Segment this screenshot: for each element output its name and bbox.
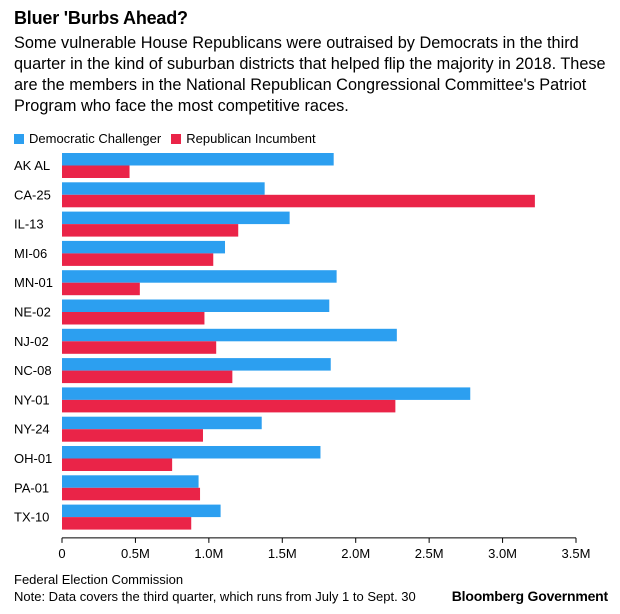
bar-democratic-ak-al — [62, 153, 334, 166]
bar-republican-il-13 — [62, 224, 239, 237]
x-tick-label: 1.0M — [194, 546, 223, 561]
bar-republican-mi-06 — [62, 253, 214, 266]
legend-item-democratic: Democratic Challenger — [14, 131, 161, 146]
category-label: CA-25 — [14, 187, 51, 202]
bar-democratic-oh-01 — [62, 446, 321, 459]
category-label: MN-01 — [14, 275, 53, 290]
x-tick-label: 0 — [58, 546, 65, 561]
bar-democratic-ca-25 — [62, 182, 265, 195]
bar-republican-pa-01 — [62, 487, 201, 501]
note-text: Note: Data covers the third quarter, whi… — [14, 589, 416, 604]
category-label: NC-08 — [14, 363, 52, 378]
bar-republican-oh-01 — [62, 458, 173, 471]
bar-democratic-pa-01 — [62, 475, 199, 488]
category-label: NE-02 — [14, 305, 51, 320]
category-label: OH-01 — [14, 451, 52, 466]
legend: Democratic Challenger Republican Incumbe… — [14, 131, 326, 146]
source-block: Federal Election Commission Note: Data c… — [14, 571, 416, 605]
bar-democratic-mi-06 — [62, 240, 226, 254]
legend-item-republican: Republican Incumbent — [171, 131, 316, 146]
category-label: NJ-02 — [14, 334, 49, 349]
category-label: MI-06 — [14, 246, 47, 261]
bar-democratic-nc-08 — [62, 358, 331, 371]
bar-democratic-tx-10 — [62, 504, 221, 518]
legend-swatch-republican — [171, 133, 182, 144]
x-tick-label: 0.5M — [121, 546, 150, 561]
x-tick-label: 2.5M — [415, 546, 444, 561]
x-tick-label: 3.5M — [562, 546, 591, 561]
category-label: AK AL — [14, 158, 50, 173]
legend-label-democratic: Democratic Challenger — [29, 131, 162, 146]
source-text: Federal Election Commission — [14, 572, 184, 587]
chart-title: Bluer 'Burbs Ahead? — [14, 8, 188, 28]
bar-republican-ny-24 — [62, 429, 203, 442]
chart-subtitle: Some vulnerable House Republicans were o… — [14, 34, 606, 115]
bar-democratic-nj-02 — [62, 328, 397, 342]
brand-logo-text: Bloomberg Government — [451, 588, 608, 604]
bar-republican-tx-10 — [62, 517, 192, 530]
bar-republican-ca-25 — [62, 194, 535, 208]
x-tick-label: 2.0M — [341, 546, 370, 561]
legend-swatch-democratic — [14, 133, 24, 144]
bar-republican-ny-01 — [62, 399, 396, 413]
x-tick-label: 3.0M — [488, 546, 517, 561]
bar-democratic-il-13 — [62, 211, 290, 225]
category-label: IL-13 — [14, 217, 44, 232]
bar-democratic-mn-01 — [62, 270, 337, 283]
bar-democratic-ny-24 — [62, 416, 262, 430]
category-label: TX-10 — [14, 510, 49, 525]
bar-democratic-ny-01 — [62, 387, 471, 400]
bar-democratic-ne-02 — [62, 299, 330, 312]
legend-label-republican: Republican Incumbent — [186, 131, 316, 146]
bar-republican-mn-01 — [62, 282, 140, 296]
category-label: NY-24 — [14, 422, 50, 437]
category-label: PA-01 — [14, 480, 49, 495]
x-tick-label: 1.5M — [268, 546, 297, 561]
bar-republican-ak-al — [62, 165, 130, 178]
category-label: NY-01 — [14, 392, 50, 407]
bar-republican-ne-02 — [62, 312, 205, 325]
bar-republican-nc-08 — [62, 370, 233, 384]
bar-republican-nj-02 — [62, 341, 217, 354]
